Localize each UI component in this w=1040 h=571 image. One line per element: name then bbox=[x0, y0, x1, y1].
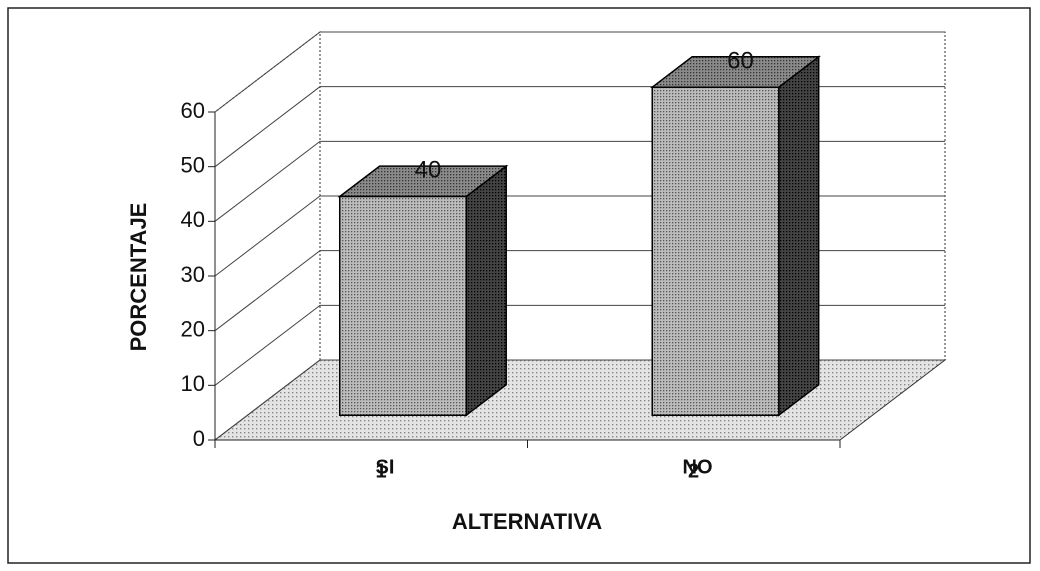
y-tick-label: 40 bbox=[181, 207, 205, 232]
y-tick-label: 50 bbox=[181, 152, 205, 177]
value-label: 40 bbox=[415, 157, 442, 184]
x-tick-label: NO bbox=[683, 456, 713, 478]
bar-front bbox=[651, 86, 780, 416]
y-tick-label: 10 bbox=[181, 371, 205, 396]
bar-side bbox=[465, 164, 507, 417]
value-label: 60 bbox=[727, 47, 754, 74]
y-tick-label: 0 bbox=[193, 426, 205, 451]
x-axis-title: ALTERNATIVA bbox=[452, 509, 602, 534]
x-tick-label: SI bbox=[376, 456, 395, 478]
bar-front bbox=[338, 195, 468, 416]
grid-line bbox=[214, 31, 945, 113]
y-axis-title: PORCENTAJE bbox=[126, 203, 151, 352]
category-code: 2 bbox=[688, 460, 699, 482]
y-tick-label: 20 bbox=[181, 316, 205, 341]
y-tick-label: 30 bbox=[181, 262, 205, 287]
category-code: 1 bbox=[375, 460, 386, 482]
floor bbox=[213, 359, 947, 441]
bar-side bbox=[778, 55, 820, 417]
y-tick-label: 60 bbox=[181, 98, 205, 123]
bar bbox=[650, 55, 821, 417]
bar bbox=[337, 164, 509, 417]
